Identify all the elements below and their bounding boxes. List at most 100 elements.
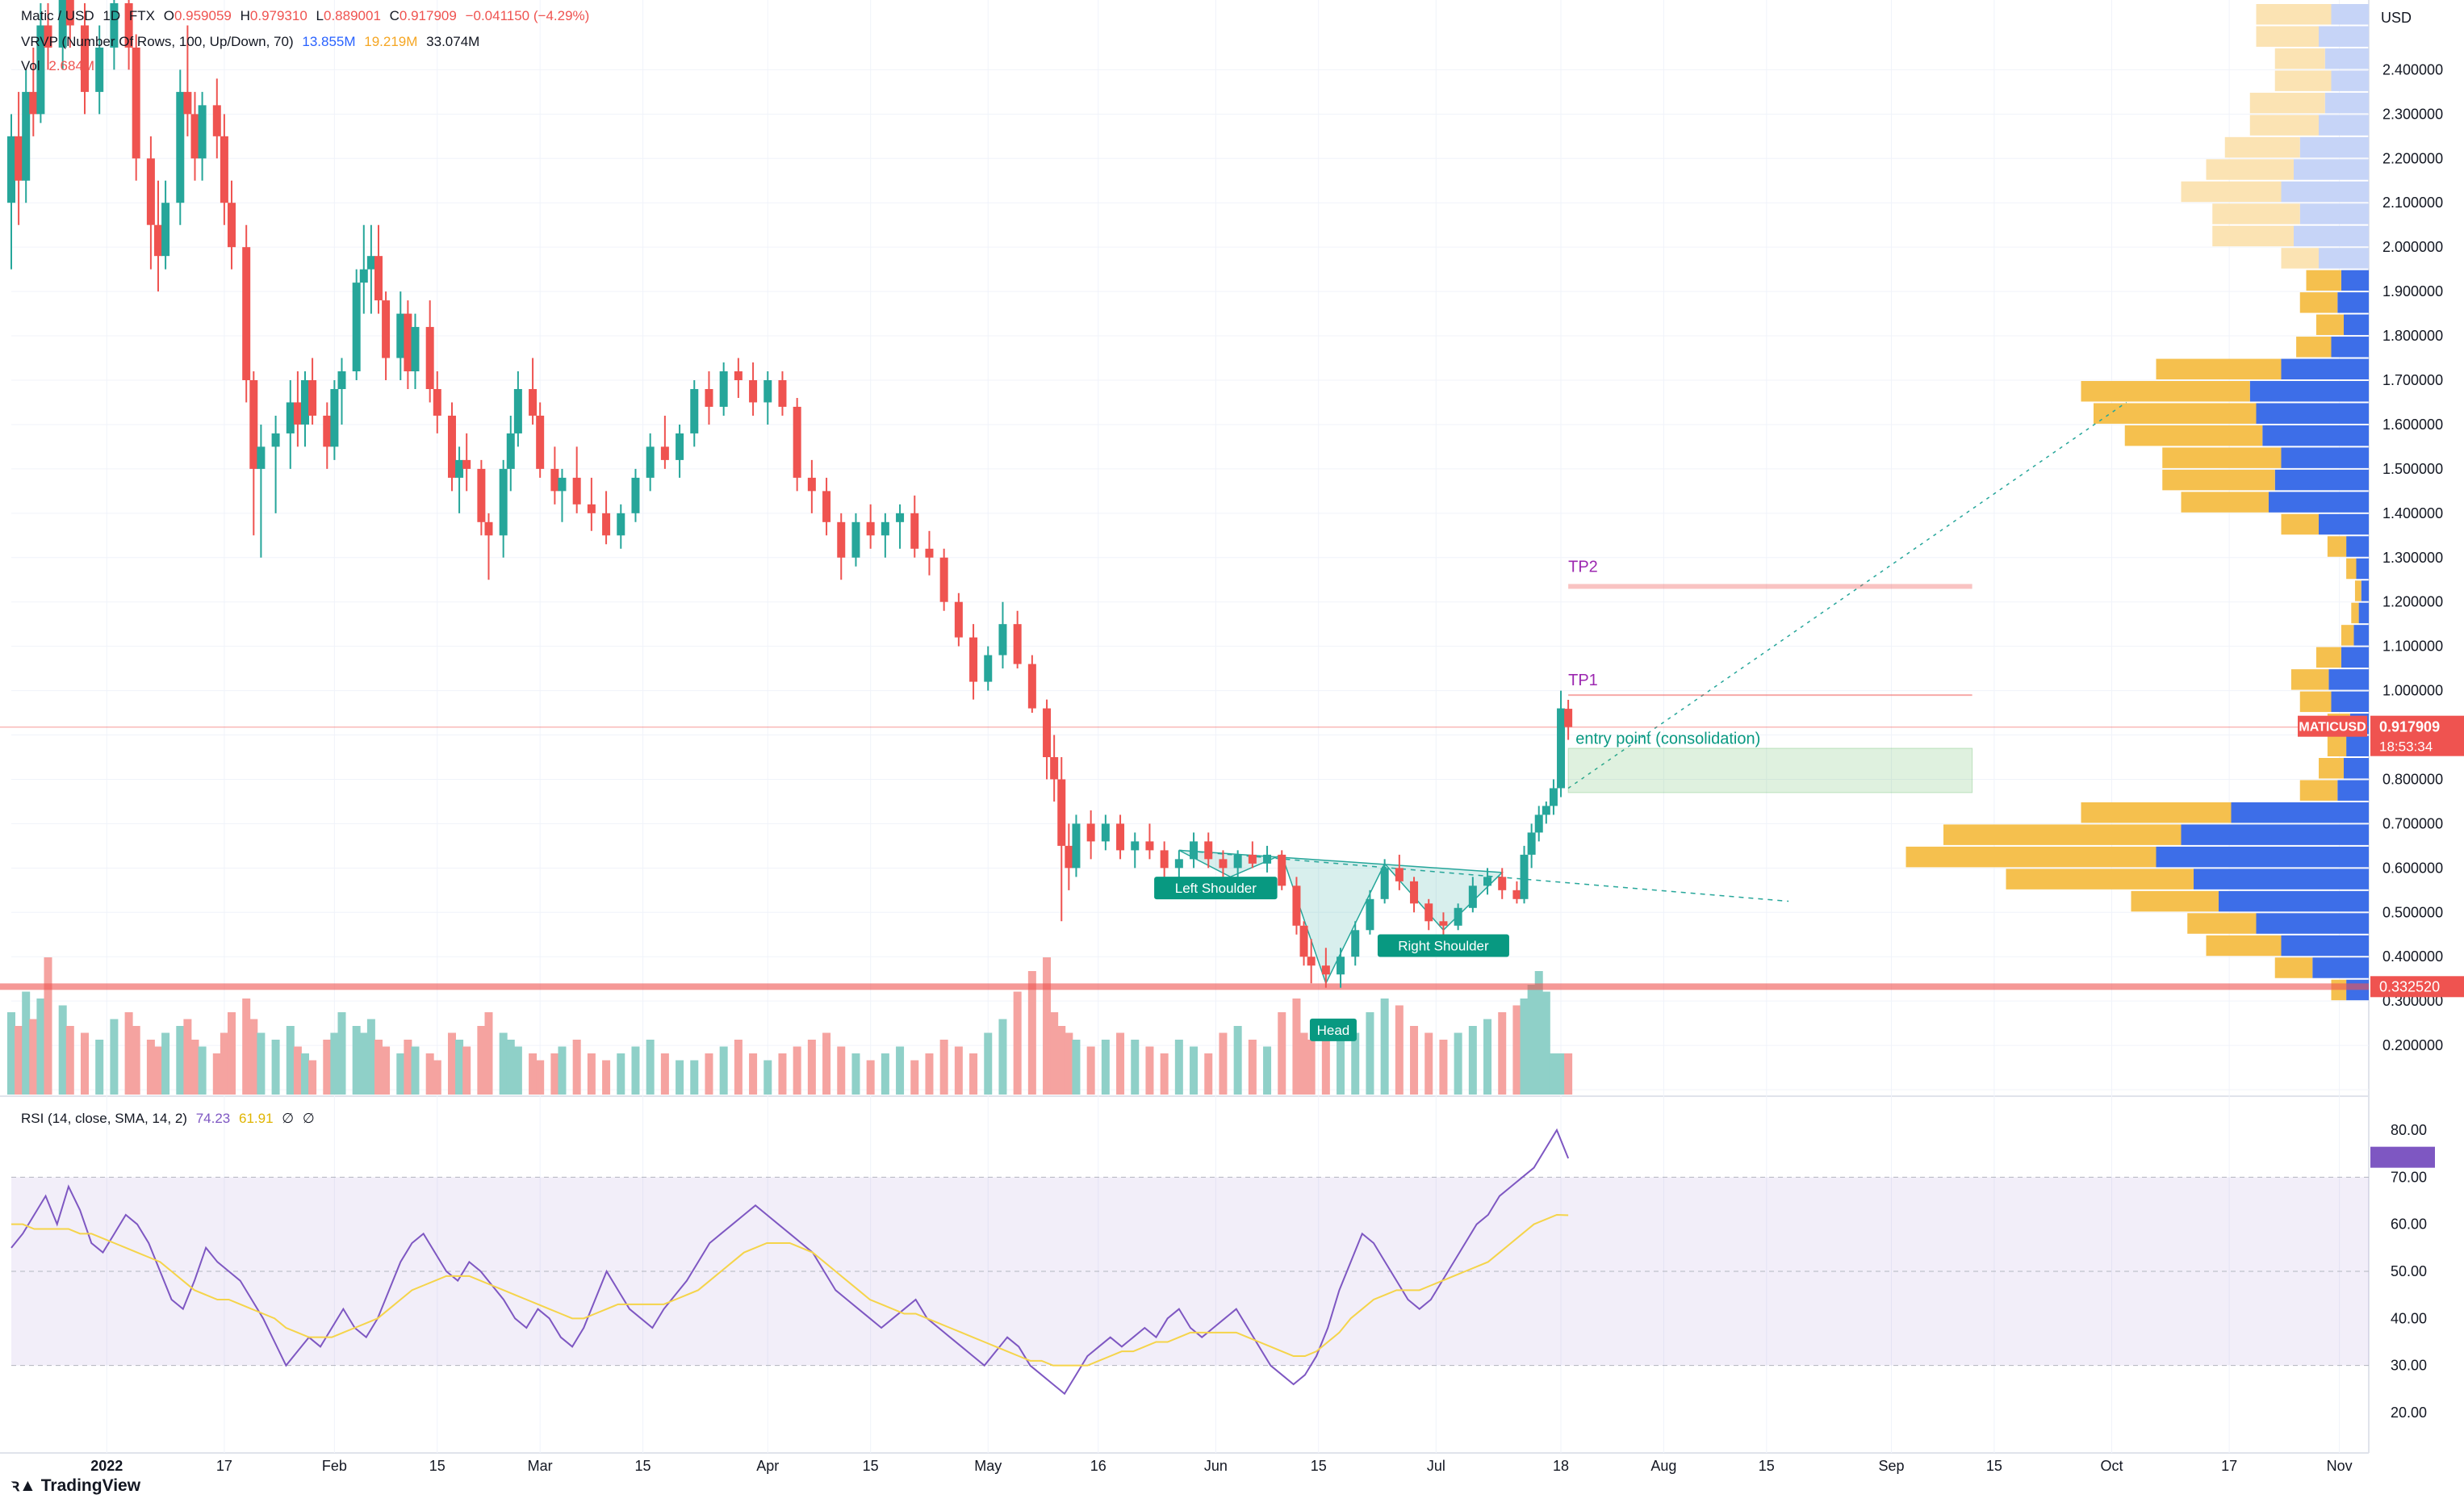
rsi-tick-label: 20.00 xyxy=(2391,1405,2427,1421)
volume-bar xyxy=(1483,1019,1492,1095)
candle-body xyxy=(1131,841,1140,851)
candle-body xyxy=(676,433,684,460)
candle-body xyxy=(984,655,993,682)
vrvp-down: 19.219M xyxy=(364,34,418,49)
volume-profile-down-bar xyxy=(2274,48,2325,69)
volume-bar xyxy=(337,1012,346,1095)
candle-body xyxy=(550,468,559,492)
volume-bar xyxy=(617,1053,625,1095)
volume-profile-down-bar xyxy=(2181,492,2269,513)
volume-bar xyxy=(1321,1019,1330,1095)
volume-bar xyxy=(7,1012,15,1095)
candle-body xyxy=(1542,806,1550,815)
vrvp-legend[interactable]: VRVP (Number Of Rows, 100, Up/Down, 70) … xyxy=(21,34,484,50)
candle-body xyxy=(1454,907,1462,926)
candle-body xyxy=(1424,903,1433,922)
volume-profile-down-bar xyxy=(2319,758,2344,779)
candle-body xyxy=(382,300,391,358)
volume-bar xyxy=(58,1005,67,1095)
candle-body xyxy=(793,406,801,478)
volume-profile-down-bar xyxy=(1906,846,2157,868)
volume-profile-up-bar xyxy=(2281,935,2369,957)
candle-body xyxy=(1263,854,1272,864)
exchange: FTX xyxy=(128,8,155,23)
volume-bar xyxy=(65,1026,74,1095)
volume-bar xyxy=(1101,1040,1110,1095)
volume-profile-down-bar xyxy=(2156,358,2282,379)
candle-body xyxy=(1043,708,1052,757)
volume-profile-up-bar xyxy=(2331,4,2369,25)
volume-profile-down-bar xyxy=(2346,558,2357,580)
candle-body xyxy=(323,415,332,447)
candle-body xyxy=(1233,854,1242,869)
volume-legend[interactable]: Vol 2.684M xyxy=(21,58,99,74)
volume-bar xyxy=(396,1053,405,1095)
volume-bar xyxy=(1233,1026,1242,1095)
time-tick-label: Sep xyxy=(1879,1458,1905,1474)
candle-body xyxy=(617,513,625,536)
candle-body xyxy=(359,269,368,283)
candle-body xyxy=(1557,708,1566,789)
volume-profile-down-bar xyxy=(2249,92,2325,114)
volume-bar xyxy=(455,1040,464,1095)
volume-profile-down-bar xyxy=(2094,403,2257,424)
volume-bar xyxy=(998,1019,1007,1095)
rsi-legend[interactable]: RSI (14, close, SMA, 14, 2) 74.23 61.91 … xyxy=(21,1111,320,1127)
candle-body xyxy=(969,637,978,682)
volume-profile-up-bar xyxy=(2341,270,2369,291)
volume-bar xyxy=(80,1032,89,1095)
volume-bar xyxy=(44,957,52,1095)
volume-bar xyxy=(734,1040,743,1095)
symbol-name[interactable]: Matic / USD xyxy=(21,8,94,23)
candle-body xyxy=(866,521,875,536)
candle-body xyxy=(242,247,251,380)
volume-profile-up-bar xyxy=(2337,780,2369,801)
volume-profile-down-bar xyxy=(2181,181,2282,203)
candle-body xyxy=(1527,832,1536,855)
candle-body xyxy=(719,371,728,407)
volume-profile-down-bar xyxy=(2315,314,2344,336)
volume-bar xyxy=(969,1053,978,1095)
volume-bar xyxy=(807,1040,816,1095)
candle-body xyxy=(293,402,302,425)
candle-body xyxy=(587,504,596,513)
timeframe[interactable]: 1D xyxy=(102,8,121,23)
candle-body xyxy=(705,388,713,407)
volume-profile-up-bar xyxy=(2324,48,2369,69)
candle-body xyxy=(1299,925,1308,957)
price-tick-label: 0.700000 xyxy=(2382,815,2443,831)
volume-profile-down-bar xyxy=(2290,669,2329,690)
price-tick-label: 1.900000 xyxy=(2382,283,2443,299)
entry-label: entry point (consolidation) xyxy=(1575,731,1760,748)
candle-body xyxy=(1116,823,1125,851)
volume-profile-down-bar xyxy=(2162,447,2282,468)
rsi-pane: 80.00 70.00 60.00 50.00 40.00 30.00 20.00 xyxy=(10,1122,2435,1421)
candle-body xyxy=(1439,921,1448,926)
volume-profile-down-bar xyxy=(2249,115,2319,136)
candle-body xyxy=(1013,624,1022,664)
volume-bar xyxy=(778,1053,787,1095)
candle-body xyxy=(925,548,934,558)
open-label: O xyxy=(163,8,174,23)
volume-bar xyxy=(925,1053,934,1095)
time-tick-label: Nov xyxy=(2327,1458,2353,1474)
volume-bar xyxy=(719,1046,728,1095)
candle-body xyxy=(308,380,317,416)
right-shoulder-label: Right Shoulder xyxy=(1398,939,1489,954)
candle-body xyxy=(998,624,1007,655)
volume-bar xyxy=(822,1032,831,1095)
tradingview-brand[interactable]: ꝛ▲ TradingView xyxy=(11,1474,140,1497)
candle-body xyxy=(190,114,199,159)
volume-profile-down-bar xyxy=(2187,913,2257,934)
rsi-tick-label: 80.00 xyxy=(2391,1122,2427,1138)
rsi-tick-label: 30.00 xyxy=(2391,1358,2427,1374)
time-tick-label: Aug xyxy=(1650,1458,1676,1474)
candle-body xyxy=(1351,930,1360,957)
rsi-tick-label: 70.00 xyxy=(2391,1169,2427,1185)
candle-body xyxy=(146,158,155,225)
price-tick-label: 1.100000 xyxy=(2382,638,2443,655)
head-label-bg xyxy=(1309,1018,1357,1041)
time-tick-label: 17 xyxy=(216,1458,232,1474)
volume-profile-down-bar xyxy=(2131,890,2219,912)
